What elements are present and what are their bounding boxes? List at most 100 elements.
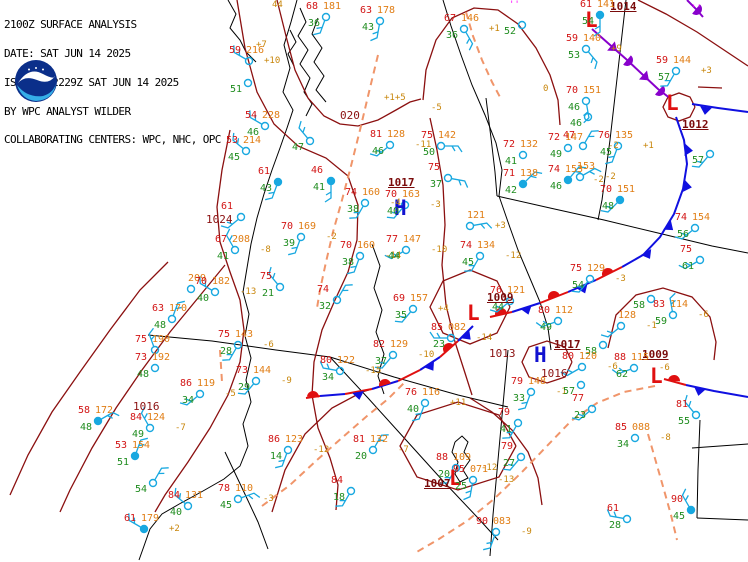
station-pressure: 146 <box>461 13 480 24</box>
station-cloud-circle <box>443 173 453 183</box>
station-pressure-tendency: +1 <box>643 141 654 151</box>
station-plot: 74 154 56 <box>675 213 731 245</box>
wind-barb <box>451 178 469 188</box>
pressure-center-label: 1017 <box>388 176 415 189</box>
station-pressure: 151 <box>583 85 602 96</box>
station-temperature: 75 <box>428 162 441 173</box>
station-temperature: 61 <box>607 503 620 514</box>
station-pressure: 121 <box>467 210 486 221</box>
station-temperature: 75 <box>570 263 583 274</box>
station-cloud-circle <box>629 363 639 373</box>
station-cloud-circle <box>517 20 527 30</box>
wind-barb <box>347 259 360 275</box>
station-pressure-tendency: -14 <box>476 333 493 343</box>
station-cloud-circle <box>518 150 528 160</box>
isobar <box>154 129 245 513</box>
station-temperature: 70 <box>340 240 353 251</box>
wind-barb <box>154 467 169 480</box>
station-pressure-tendency: -12 <box>481 463 498 473</box>
station-pressure-tendency: -3 <box>263 494 274 504</box>
station-dewpoint: 28 <box>220 346 233 357</box>
station-pressure-tendency: -13 <box>498 475 515 485</box>
stray-text: +10 <box>264 56 281 66</box>
noaa-logo <box>15 60 57 102</box>
station-temperature: 81 <box>676 399 689 410</box>
wind-barb <box>386 207 403 219</box>
station-cloud-circle <box>695 255 705 265</box>
station-cloud-circle <box>93 416 103 426</box>
station-plot: 81 128 46 -11 <box>370 130 431 162</box>
map-header: 2100Z SURFACE ANALYSIS DATE: SAT JUN 14 … <box>4 1 221 164</box>
station-plot: 77 147 44 -10 <box>386 235 447 267</box>
station-cloud-circle <box>401 245 411 255</box>
station-pressure: 214 <box>243 135 262 146</box>
station-temperature: 79 <box>501 441 514 452</box>
station-plot: 57 <box>690 139 746 171</box>
station-dewpoint: 58 <box>633 300 646 311</box>
border-mt-east <box>597 0 627 221</box>
station-plot: 128 -1 <box>601 311 657 343</box>
station-pressure: 192 <box>152 352 171 363</box>
station-pressure: 153 <box>577 161 596 172</box>
wind-barb <box>241 492 261 500</box>
station-cloud-circle <box>622 514 632 524</box>
wind-barb <box>275 453 288 469</box>
station-temperature: 83 <box>653 299 666 310</box>
station-temperature: 71 <box>503 168 516 179</box>
isobar-low-oval <box>429 269 511 345</box>
front-symbol-triangle <box>607 41 618 52</box>
station-temperature: 75 <box>135 334 148 345</box>
border-nv-id <box>329 356 509 408</box>
trough <box>219 349 223 383</box>
header-analyst: BY WPC ANALYST WILDER <box>4 104 131 118</box>
station-cloud-circle <box>553 316 563 326</box>
front-symbol-triangle <box>460 329 471 340</box>
station-dewpoint: 44 <box>492 302 505 313</box>
station-temperature: 63 <box>152 303 165 314</box>
station-dewpoint: 43 <box>362 22 375 33</box>
wind-barb <box>199 276 212 291</box>
noaa-logo-circle <box>15 60 57 102</box>
station-dewpoint: 14 <box>270 451 283 462</box>
station-temperature: 54 <box>245 110 258 121</box>
station-pressure-tendency: -6 <box>659 363 670 373</box>
wind-barb <box>502 426 517 439</box>
station-plot: 153 -2 <box>560 162 616 194</box>
isobar-label: 1013 <box>489 347 516 360</box>
wind-barb <box>560 368 579 377</box>
station-dewpoint: 40 <box>197 293 210 304</box>
station-dewpoint: 41 <box>217 251 230 262</box>
station-cloud-circle <box>332 295 342 305</box>
station-pressure: 142 <box>438 130 457 141</box>
station-cloud-circle <box>581 44 591 54</box>
station-pressure: 178 <box>377 5 396 16</box>
front-symbol-semicircle <box>495 308 507 316</box>
wind-barb <box>606 509 624 519</box>
isobar-label: 1016 <box>133 400 160 413</box>
station-cloud-circle <box>388 350 398 360</box>
station-cloud-circle <box>451 463 461 473</box>
station-pressure: 122 <box>337 355 356 366</box>
wind-barb <box>324 185 332 203</box>
station-plot: 70 151 46 <box>566 86 622 118</box>
station-plot: 90 083 -9 <box>476 517 532 549</box>
station-plot: 121 +3 <box>450 211 506 243</box>
station-temperature: 74 <box>317 284 330 295</box>
station-plot: 80 122 34 -15 <box>320 355 381 388</box>
station-plot: 88 115 62 -6 <box>614 353 670 385</box>
wind-barb <box>463 483 473 501</box>
station-plot: 59 144 57 +3 <box>656 56 712 88</box>
wind-barb <box>440 471 455 484</box>
isobar <box>236 0 359 511</box>
isobar-label: 1024 <box>206 213 233 226</box>
station-pressure: 131 <box>185 490 204 501</box>
station-dewpoint: 38 <box>342 257 355 268</box>
stray-text: +1+5 <box>384 93 406 103</box>
noaa-logo-wave <box>17 84 56 101</box>
station-pressure: 154 <box>692 212 711 223</box>
station-temperature: 59 <box>566 33 579 44</box>
station-dewpoint: 53 <box>568 50 581 61</box>
station-dewpoint: 46 <box>550 181 563 192</box>
station-cloud-circle <box>459 24 469 34</box>
